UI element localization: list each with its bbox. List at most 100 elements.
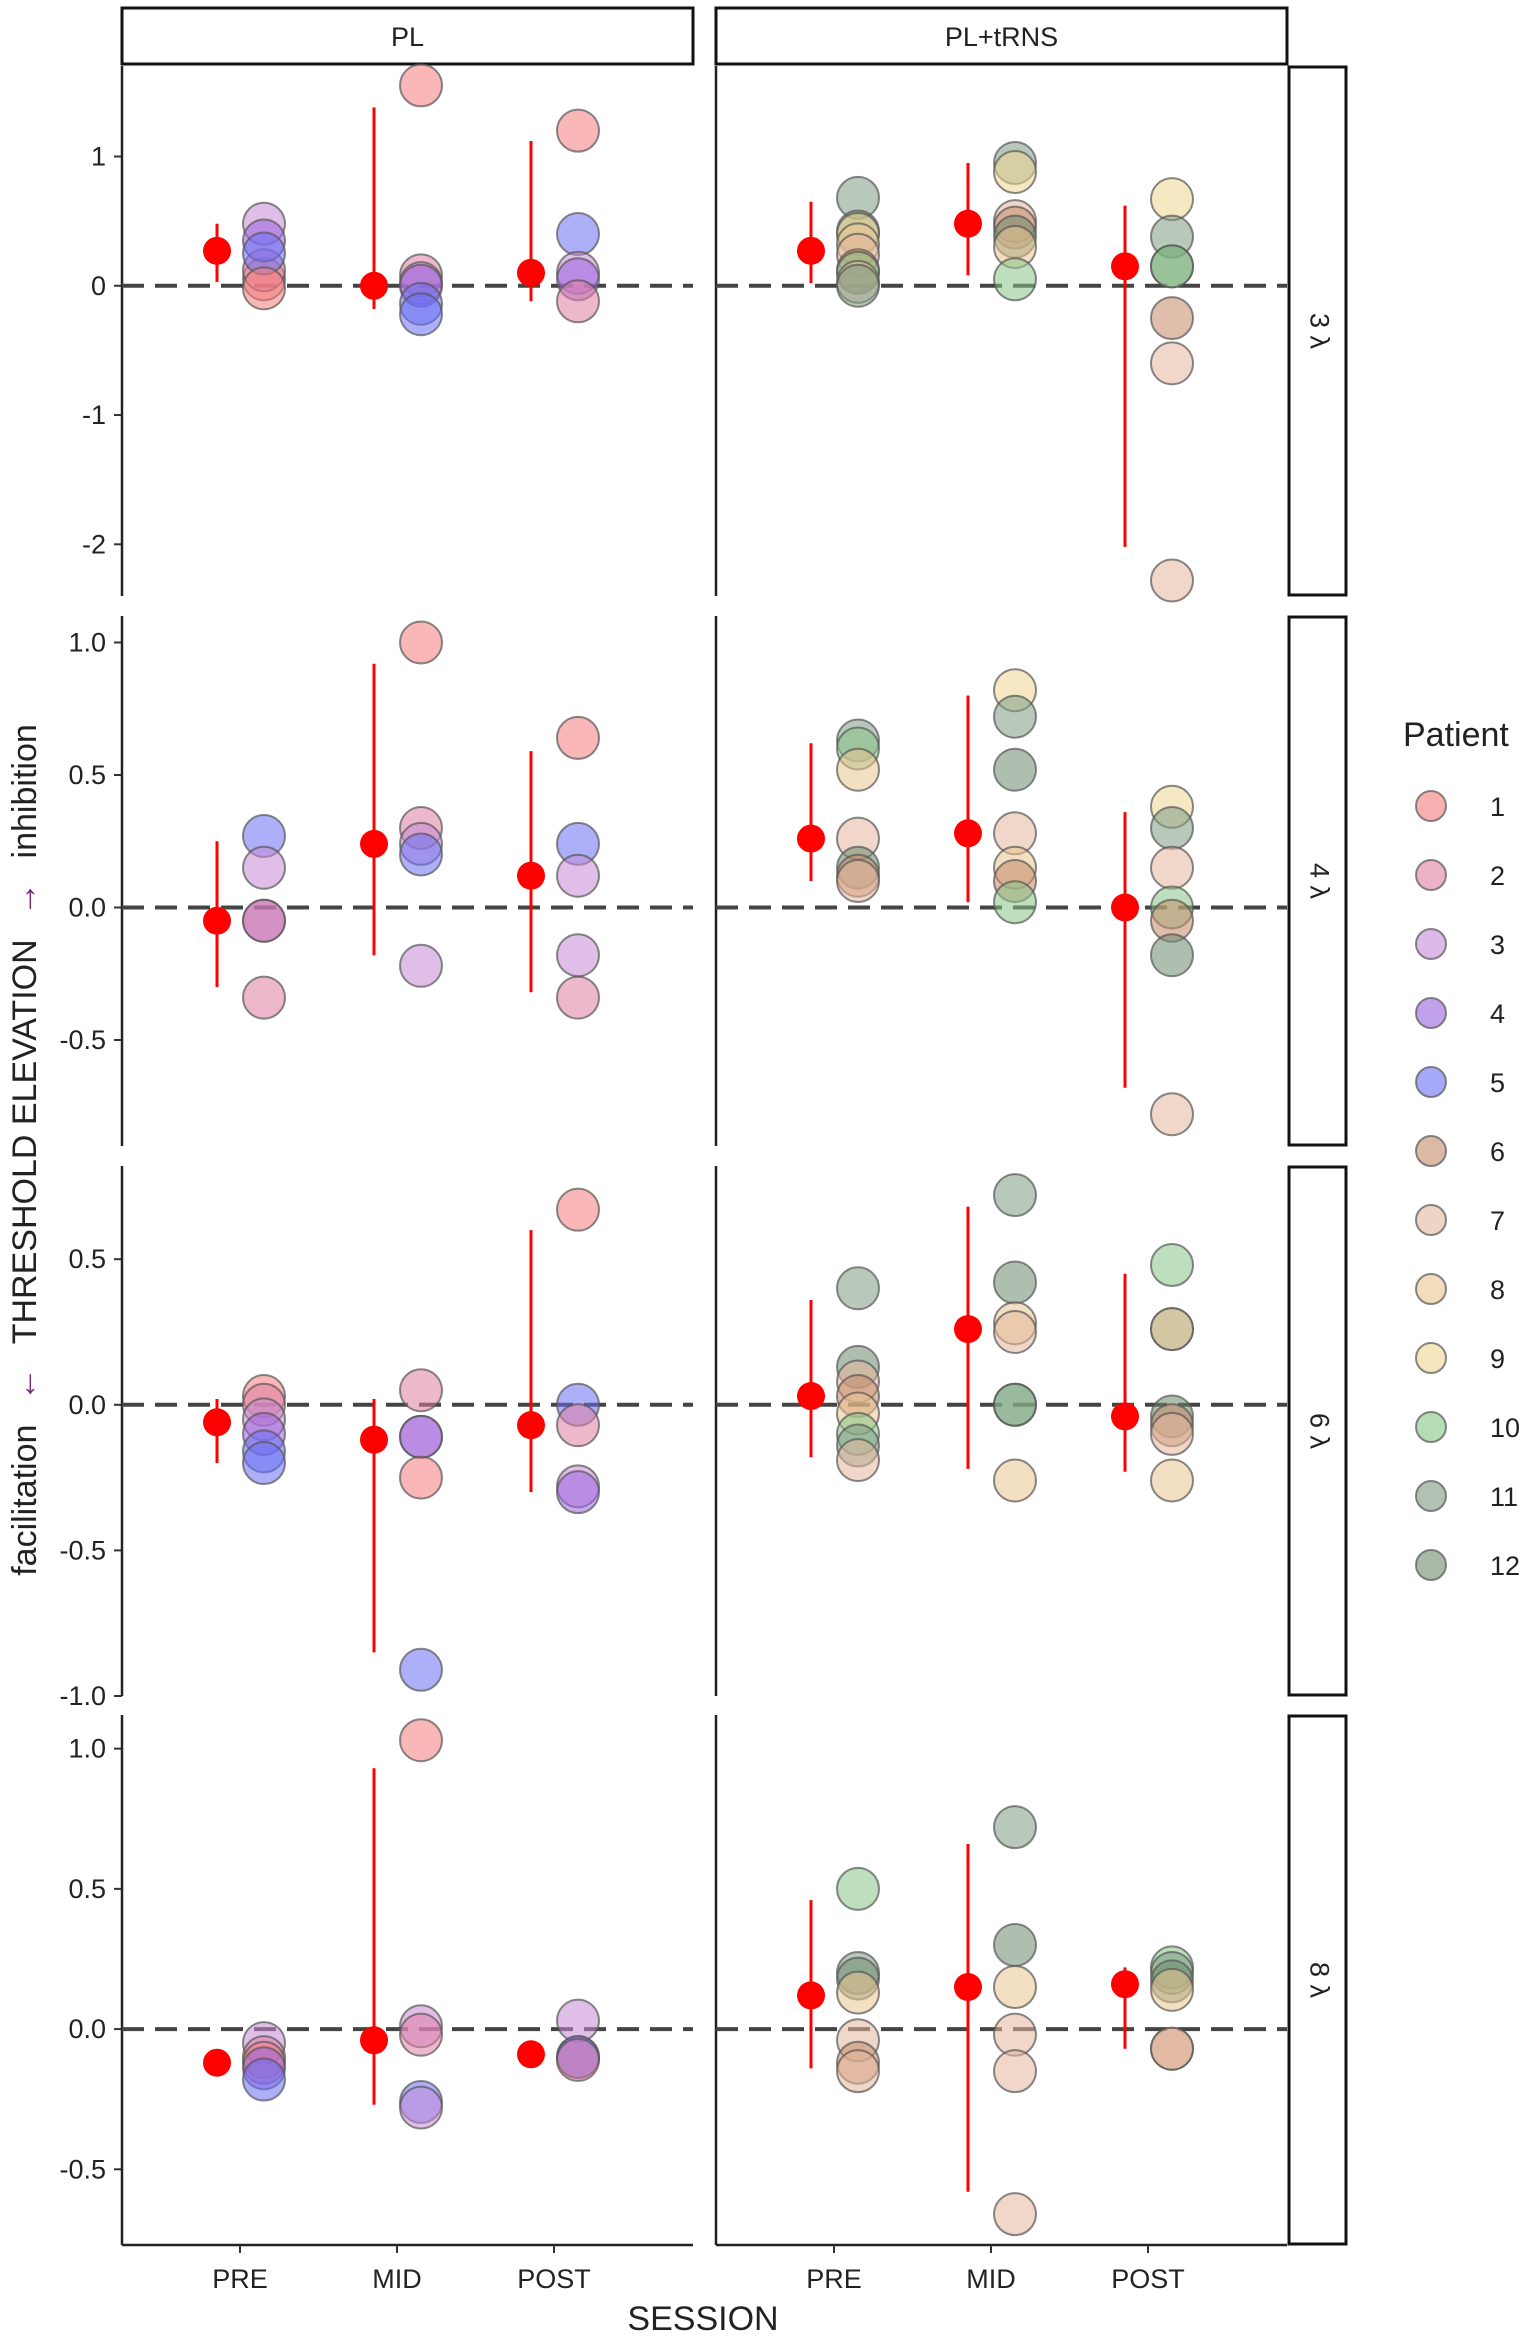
patient-point (242, 1441, 286, 1486)
legend-label: 10 (1490, 1413, 1520, 1443)
y-tick-label: -0.5 (59, 1535, 106, 1565)
patient-point (556, 1187, 600, 1232)
mean-point (203, 236, 231, 265)
y-tick-label: -0.5 (59, 1025, 106, 1055)
mean-point (797, 236, 825, 265)
legend-item: 7 (1415, 1204, 1505, 1236)
patient-point (1150, 933, 1194, 978)
patient-point (242, 975, 286, 1020)
legend-label: 9 (1490, 1344, 1505, 1374)
legend-label: 3 (1490, 930, 1505, 960)
patient-point (993, 880, 1037, 925)
patient-point (836, 1438, 880, 1483)
mean-point (517, 1411, 545, 1440)
x-tick-label: POST (517, 2264, 591, 2294)
panel-row-1: 1 0 -1 -2 3 λ (82, 63, 1348, 603)
patient-point (399, 832, 443, 877)
patient-point (556, 715, 600, 760)
legend-item: 11 (1415, 1480, 1518, 1512)
panel-row-2: 1.0 0.5 0.0 -0.5 4 λ (59, 615, 1348, 1147)
x-tick-label: POST (1111, 2264, 1185, 2294)
svg-text:facilitation ← THR: facilitation ← THRESHOLD ELEVATION → inh… (6, 724, 44, 1576)
patient-point (836, 1970, 880, 2015)
patient-point (836, 859, 880, 903)
legend-label: 6 (1490, 1137, 1505, 1167)
legend-swatch (1415, 1480, 1447, 1512)
patient-point (556, 1470, 600, 1515)
legend-item: 8 (1415, 1273, 1505, 1305)
patient-point (836, 2049, 880, 2094)
patient-point (993, 747, 1037, 792)
patient-point (242, 266, 286, 311)
legend-label: 5 (1490, 1068, 1505, 1098)
patient-point (1150, 1411, 1194, 1456)
y-tick-label: 0.0 (68, 893, 106, 923)
patient-point (556, 975, 600, 1020)
legend-swatch (1415, 1066, 1447, 1098)
patient-point (993, 150, 1037, 194)
patient-point (1150, 806, 1194, 850)
legend-item: 1 (1415, 790, 1505, 822)
patient-point (1150, 1243, 1194, 1288)
patient-point (399, 2085, 443, 2130)
patient-point (1150, 1458, 1194, 1503)
legend-item: 10 (1415, 1411, 1520, 1443)
patient-point (836, 263, 880, 308)
patient-point (1150, 2026, 1194, 2071)
legend-item: 3 (1415, 928, 1505, 960)
patient-point (399, 620, 443, 665)
patient-point (1150, 1092, 1194, 1137)
x-axis-title: SESSION (627, 2300, 778, 2338)
legend-item: 2 (1415, 859, 1505, 891)
legend-label: 7 (1490, 1206, 1505, 1236)
strip-row-box (1287, 65, 1348, 597)
patient-point (399, 1455, 443, 1500)
patient-point (836, 747, 880, 792)
strip-row-label: 3 λ (1304, 313, 1334, 350)
mean-point (954, 819, 982, 848)
patient-point (242, 2057, 286, 2102)
mean-point (517, 2040, 545, 2069)
patient-point (993, 1922, 1037, 1967)
patient-point (556, 212, 600, 257)
patient-point (993, 1458, 1037, 1503)
patient-point (399, 63, 443, 108)
patient-point (993, 1382, 1037, 1427)
y-tick-label: 0.5 (68, 1874, 106, 1904)
strip-pl-label: PL (391, 22, 424, 52)
y-tick-label: 1.0 (68, 1734, 106, 1764)
mean-point (360, 271, 388, 300)
mean-point (797, 824, 825, 853)
patient-point (1150, 341, 1194, 386)
patient-point (556, 853, 600, 898)
legend-swatch (1415, 1204, 1447, 1236)
patient-point (1150, 558, 1194, 603)
mean-point (360, 2026, 388, 2055)
x-axis: PRE MID POST PRE MID POST (122, 2243, 1287, 2294)
mean-point (517, 861, 545, 890)
y-tick-label: 1 (91, 141, 106, 171)
mean-point (203, 906, 231, 935)
panel-row-3: 0.5 0.0 -0.5 -1.0 6 λ (59, 1165, 1348, 1711)
panels-layer: 1 0 -1 -2 3 λ 1.0 0.5 0.0 -0.5 4 λ 0.5 0.0 -0.5 -1.0 6… (59, 63, 1348, 2246)
patient-point (556, 279, 600, 324)
strip-row-label: 4 λ (1304, 863, 1334, 900)
legend-swatch (1415, 790, 1447, 822)
patient-point (993, 1260, 1037, 1305)
strip-row-box (1287, 615, 1348, 1147)
patient-point (556, 933, 600, 978)
y-tick-label: -0.5 (59, 2154, 106, 2184)
mean-point (797, 1382, 825, 1411)
mean-point (797, 1981, 825, 2010)
legend-label: 2 (1490, 861, 1505, 891)
y-title-left-arrow: ← (6, 1367, 44, 1401)
patient-point (1150, 1967, 1194, 2012)
patient-point (993, 1965, 1037, 2010)
mean-point (1111, 252, 1139, 281)
patient-point (242, 845, 286, 890)
legend-swatch (1415, 859, 1447, 891)
y-tick-label: 1.0 (68, 628, 106, 658)
